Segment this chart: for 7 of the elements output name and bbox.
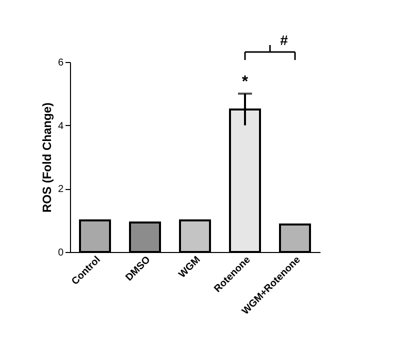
y-tick-label: 0 xyxy=(58,248,64,258)
text: # xyxy=(280,32,288,48)
y-axis-title: ROS (Fold Change) xyxy=(40,102,54,212)
y-tick-label: 4 xyxy=(58,120,64,132)
annotation: * xyxy=(242,74,249,91)
y-tick-label: 6 xyxy=(58,58,64,68)
y-tick-label: 2 xyxy=(58,184,64,196)
